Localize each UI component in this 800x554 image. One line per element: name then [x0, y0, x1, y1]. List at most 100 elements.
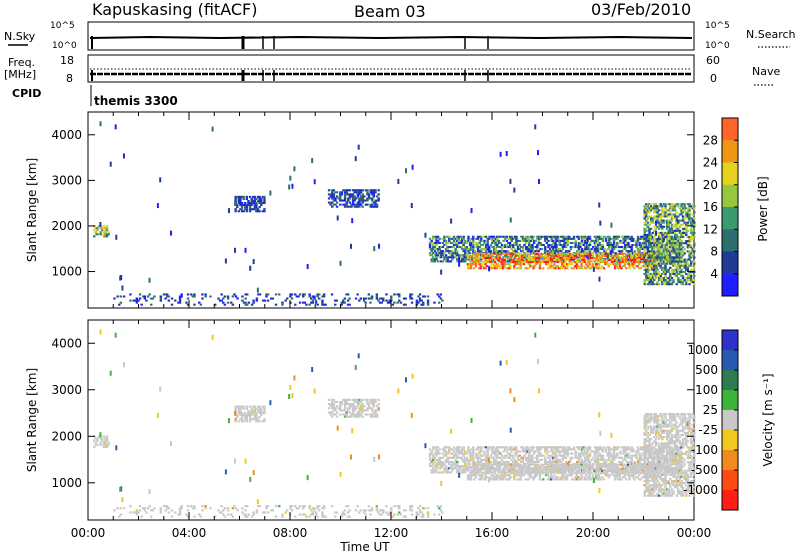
power-cell [529, 239, 533, 242]
velocity-cell [367, 403, 371, 406]
velocity-cell [438, 463, 441, 466]
velocity-cell [430, 450, 433, 453]
power-cell [563, 235, 566, 238]
power-cell [244, 297, 247, 300]
velocity-cell [604, 460, 608, 464]
power-cell [420, 299, 423, 302]
power-cell [645, 262, 648, 265]
power-cell [441, 252, 445, 255]
velocity-cell [428, 463, 432, 466]
power-cell [536, 250, 539, 253]
velocity-cell [547, 450, 550, 453]
velocity-cell [493, 463, 497, 466]
power-cell [465, 241, 469, 244]
velocity-cell [456, 456, 459, 459]
velocity-cell [566, 460, 569, 464]
power-cell [659, 235, 662, 239]
velocity-cell [105, 445, 109, 448]
power-cell [223, 303, 227, 306]
power-cell [680, 270, 683, 273]
power-cell [361, 195, 364, 198]
power-cell [670, 262, 674, 265]
power-cell [686, 213, 690, 216]
power-cell [505, 263, 508, 266]
power-cell [691, 235, 694, 239]
velocity-cell [432, 463, 435, 466]
power-cell [533, 261, 537, 264]
velocity-cell [563, 454, 566, 457]
velocity-cell [366, 400, 369, 404]
power-cell [588, 243, 592, 247]
velocity-cell [560, 446, 563, 449]
power-cell [657, 270, 661, 273]
power-cell [580, 267, 583, 270]
power-cell [597, 267, 601, 270]
power-cell [508, 263, 511, 266]
power-cell [569, 259, 572, 262]
velocity-cell [547, 460, 550, 464]
power-cell [564, 250, 568, 253]
power-cell [399, 301, 403, 304]
power-cell [651, 246, 654, 249]
power-cell [678, 281, 682, 284]
velocity-cell [511, 467, 514, 470]
power-cell [443, 239, 446, 242]
velocity-cell [466, 465, 470, 468]
velocity-cell [500, 458, 504, 461]
power-cell [532, 267, 535, 270]
velocity-cell [526, 458, 529, 461]
velocity-cell [544, 446, 547, 449]
power-cell [653, 262, 656, 265]
power-cell [670, 238, 674, 241]
power-cell [102, 231, 106, 234]
power-cell [250, 303, 254, 306]
power-cell [531, 243, 534, 247]
power-cell [372, 205, 376, 208]
power-cell [594, 261, 598, 264]
power-cell [678, 238, 682, 241]
power-cell [460, 239, 464, 242]
velocity-cell [94, 437, 98, 440]
velocity-cell [353, 407, 356, 410]
power-cell [521, 250, 525, 253]
velocity-cell [358, 400, 361, 404]
velocity-cell [585, 452, 589, 455]
power-cell [689, 262, 693, 265]
power-cell [538, 179, 541, 185]
power-cell [532, 265, 535, 268]
power-cell [670, 246, 674, 249]
velocity-cell [588, 446, 592, 449]
power-cell [558, 239, 561, 242]
power-cell [622, 235, 625, 238]
power-cell [691, 281, 694, 284]
velocity-cell [433, 471, 437, 474]
power-cell [488, 246, 491, 249]
velocity-cell [327, 411, 331, 414]
velocity-cell [329, 405, 332, 408]
power-cell [588, 265, 591, 268]
velocity-cell [636, 450, 640, 453]
velocity-cell [329, 411, 332, 414]
power-cell [159, 297, 163, 300]
power-cell [496, 239, 499, 242]
velocity-cell [371, 413, 374, 416]
velocity-cell [577, 448, 581, 451]
velocity-cell [624, 454, 627, 457]
velocity-cell [635, 450, 638, 453]
power-cell [668, 252, 672, 255]
power-cell [489, 267, 492, 270]
power-cell [457, 239, 461, 242]
power-cell [451, 241, 454, 244]
power-cell [664, 274, 667, 278]
velocity-cell [494, 458, 497, 461]
power-cell [556, 267, 559, 270]
power-cell [247, 204, 250, 207]
power-cell [691, 207, 694, 210]
velocity-cell [446, 460, 449, 464]
power-cell [345, 203, 348, 206]
power-cell [345, 191, 348, 194]
velocity-cell [601, 458, 605, 461]
power-cell [350, 193, 353, 196]
power-cell [561, 248, 565, 251]
power-cell [669, 213, 672, 216]
